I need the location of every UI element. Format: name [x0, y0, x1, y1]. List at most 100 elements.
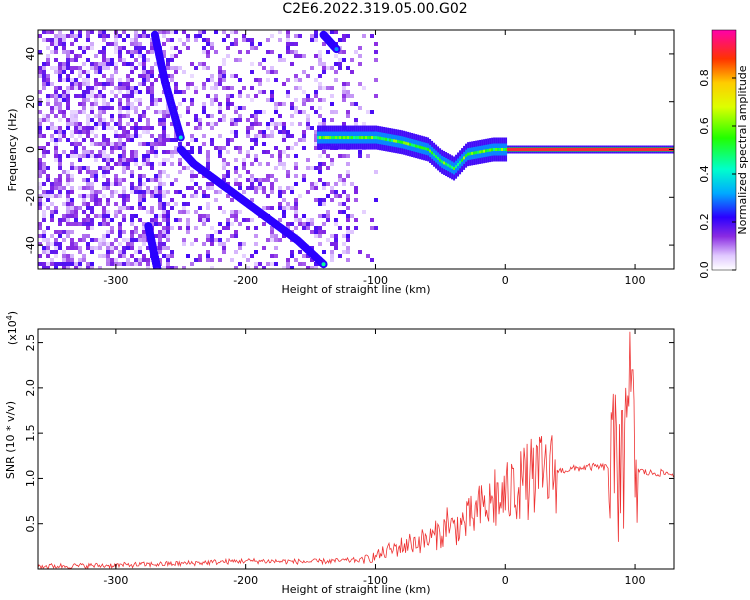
- noise-cell: [254, 46, 258, 50]
- noise-cell: [94, 142, 98, 146]
- noise-cell: [126, 166, 130, 170]
- noise-cell: [162, 194, 166, 198]
- noise-cell: [122, 246, 126, 250]
- noise-cell: [178, 66, 182, 70]
- noise-cell: [70, 254, 74, 258]
- noise-cell: [58, 138, 62, 142]
- noise-cell: [70, 206, 74, 210]
- noise-cell: [190, 62, 194, 66]
- noise-cell: [290, 106, 294, 110]
- noise-cell: [278, 150, 282, 154]
- noise-cell: [118, 162, 122, 166]
- noise-cell: [146, 78, 150, 82]
- noise-cell: [174, 82, 178, 86]
- noise-cell: [42, 78, 46, 82]
- noise-cell: [302, 98, 306, 102]
- noise-cell: [250, 218, 254, 222]
- noise-cell: [306, 254, 310, 258]
- noise-cell: [86, 186, 90, 190]
- noise-cell: [98, 118, 102, 122]
- noise-cell: [166, 226, 170, 230]
- noise-cell: [158, 110, 162, 114]
- noise-cell: [218, 118, 222, 122]
- noise-cell: [38, 50, 42, 54]
- noise-cell: [186, 254, 190, 258]
- noise-cell: [170, 30, 174, 34]
- noise-cell: [66, 74, 70, 78]
- noise-cell: [274, 262, 278, 266]
- noise-cell: [246, 154, 250, 158]
- noise-cell: [66, 102, 70, 106]
- noise-cell: [278, 238, 282, 242]
- noise-cell: [334, 78, 338, 82]
- noise-cell: [206, 206, 210, 210]
- noise-cell: [342, 234, 346, 238]
- noise-cell: [262, 130, 266, 134]
- noise-cell: [86, 82, 90, 86]
- noise-cell: [214, 98, 218, 102]
- noise-cell: [294, 174, 298, 178]
- band-core: [515, 148, 518, 151]
- noise-cell: [290, 62, 294, 66]
- noise-cell: [146, 58, 150, 62]
- noise-cell: [262, 66, 266, 70]
- noise-cell: [38, 110, 42, 114]
- noise-cell: [142, 30, 146, 34]
- noise-cell: [242, 190, 246, 194]
- noise-cell: [246, 218, 250, 222]
- noise-cell: [110, 90, 114, 94]
- noise-cell: [138, 54, 142, 58]
- noise-cell: [122, 86, 126, 90]
- noise-cell: [346, 238, 350, 242]
- noise-cell: [110, 150, 114, 154]
- noise-cell: [146, 150, 150, 154]
- noise-cell: [50, 38, 54, 42]
- noise-cell: [102, 126, 106, 130]
- noise-cell: [226, 218, 230, 222]
- noise-cell: [50, 234, 54, 238]
- noise-cell: [174, 178, 178, 182]
- noise-cell: [218, 222, 222, 226]
- noise-cell: [106, 102, 110, 106]
- band-core: [483, 149, 486, 153]
- noise-cell: [234, 250, 238, 254]
- noise-cell: [106, 250, 110, 254]
- noise-cell: [238, 114, 242, 118]
- noise-cell: [166, 230, 170, 234]
- noise-cell: [46, 266, 50, 269]
- noise-cell: [222, 74, 226, 78]
- noise-cell: [54, 58, 58, 62]
- bottom-x-axis: -300 -200 -100 0 100: [103, 329, 646, 587]
- noise-cell: [110, 166, 114, 170]
- band-core: [439, 158, 442, 162]
- noise-cell: [42, 250, 46, 254]
- noise-cell: [50, 214, 54, 218]
- noise-cell: [294, 86, 298, 90]
- noise-cell: [66, 210, 70, 214]
- noise-cell: [142, 34, 146, 38]
- noise-cell: [286, 226, 290, 230]
- noise-cell: [126, 258, 130, 262]
- noise-cell: [50, 134, 54, 138]
- noise-cell: [370, 218, 374, 222]
- noise-cell: [78, 110, 82, 114]
- noise-cell: [46, 62, 50, 66]
- noise-cell: [258, 42, 262, 46]
- noise-cell: [46, 30, 50, 34]
- noise-cell: [62, 42, 66, 46]
- noise-cell: [286, 170, 290, 174]
- noise-cell: [318, 122, 322, 126]
- band-core: [319, 136, 322, 140]
- noise-cell: [138, 134, 142, 138]
- noise-cell: [126, 194, 130, 198]
- noise-cell: [198, 258, 202, 262]
- noise-cell: [50, 82, 54, 86]
- noise-cell: [222, 250, 226, 254]
- noise-cell: [102, 194, 106, 198]
- noise-cell: [42, 218, 46, 222]
- noise-cell: [270, 154, 274, 158]
- noise-cell: [70, 50, 74, 54]
- noise-cell: [42, 162, 46, 166]
- noise-cell: [58, 130, 62, 134]
- noise-cell: [186, 122, 190, 126]
